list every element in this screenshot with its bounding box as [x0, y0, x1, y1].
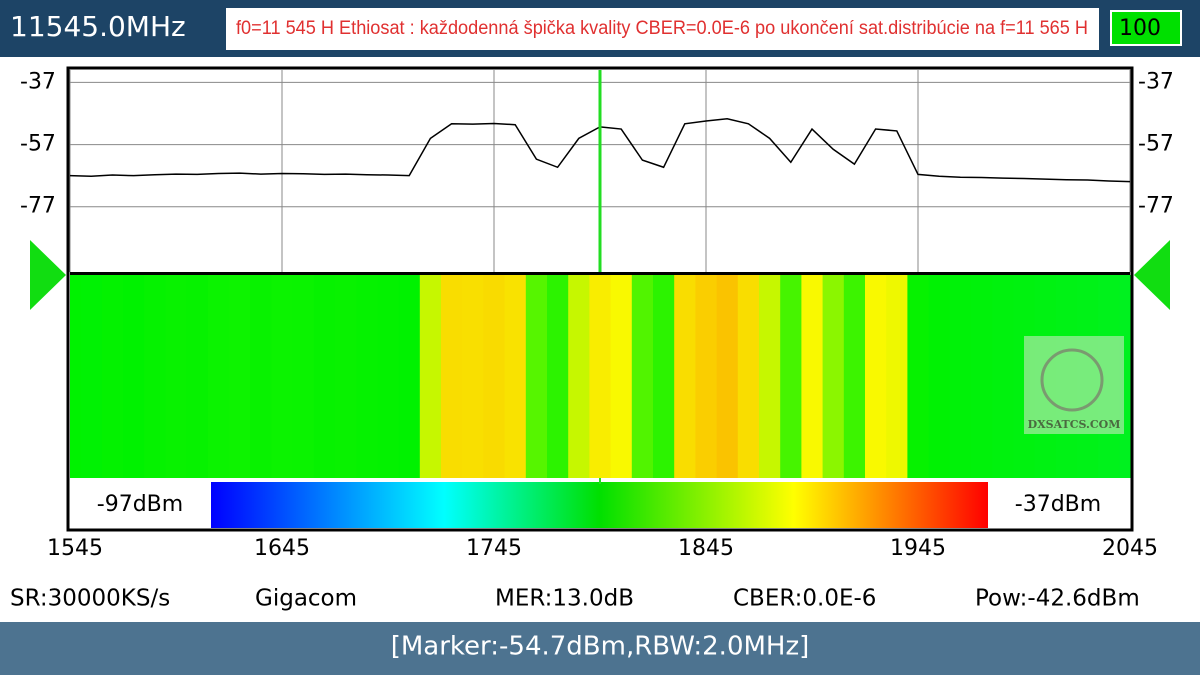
waterfall-stripe — [165, 275, 188, 478]
waterfall-stripe — [186, 275, 209, 478]
frequency: 11545.0MHz — [10, 10, 186, 43]
waterfall-stripe — [356, 275, 378, 478]
y-tick-label: -37 — [20, 69, 56, 94]
info-box — [226, 8, 1099, 50]
status-provider: Gigacom — [255, 586, 357, 612]
waterfall-stripe — [822, 275, 845, 478]
waterfall-stripe — [123, 275, 145, 478]
waterfall-stripe — [716, 275, 739, 478]
waterfall-stripe — [398, 275, 421, 478]
waterfall-stripe — [695, 275, 718, 478]
y-tick-label-right: -57 — [1138, 132, 1174, 157]
waterfall-stripe — [737, 275, 760, 478]
waterfall-stripe — [971, 275, 993, 478]
y-tick-label-right: -37 — [1138, 69, 1174, 94]
waterfall-stripe — [547, 275, 569, 478]
waterfall-stripe — [504, 275, 527, 478]
colorbar-min-label: -97dBm — [97, 492, 183, 517]
x-tick-label: 1845 — [678, 536, 734, 561]
waterfall-stripe — [653, 275, 675, 478]
waterfall-stripe — [949, 275, 972, 478]
waterfall-stripe — [250, 275, 272, 478]
waterfall-stripe — [313, 275, 336, 478]
waterfall-stripe — [441, 275, 463, 478]
waterfall-stripe — [801, 275, 824, 478]
logo-circle — [1040, 348, 1104, 412]
waterfall-stripe — [377, 275, 400, 478]
x-tick-label: 1545 — [47, 536, 103, 561]
right-marker-arrow — [1134, 240, 1170, 310]
battery — [1110, 10, 1182, 46]
waterfall-stripe — [780, 275, 802, 478]
footer-bar — [0, 622, 1200, 675]
logo-text: DXSATCS.COM — [1028, 418, 1121, 431]
waterfall-stripe — [101, 275, 124, 478]
waterfall — [70, 275, 1131, 478]
waterfall-stripe — [207, 275, 230, 478]
waterfall-stripe — [843, 275, 866, 478]
x-tick-label: 1645 — [254, 536, 310, 561]
y-tick-label-right: -77 — [1138, 194, 1174, 219]
colorbar-max-label: -37dBm — [1015, 492, 1101, 517]
waterfall-stripe — [70, 275, 82, 478]
status-mer: MER:13.0dB — [495, 586, 634, 612]
waterfall-stripe — [292, 275, 315, 478]
x-tick-label: 1945 — [890, 536, 946, 561]
waterfall-stripe — [631, 275, 654, 478]
x-tick-label: 2045 — [1102, 536, 1158, 561]
left-marker-arrow — [30, 240, 66, 310]
status-pow: Pow:-42.6dBm — [975, 586, 1140, 612]
waterfall-stripe — [525, 275, 548, 478]
waterfall-stripe — [674, 275, 696, 478]
y-tick-label: -57 — [20, 132, 56, 157]
x-tick-label: 1745 — [466, 536, 522, 561]
y-tick-label: -77 — [20, 194, 56, 219]
waterfall-stripe — [992, 275, 1014, 478]
waterfall-stripe — [80, 275, 103, 478]
waterfall-stripe — [335, 275, 357, 478]
waterfall-stripe — [865, 275, 887, 478]
waterfall-stripe — [419, 275, 442, 478]
waterfall-stripe — [886, 275, 908, 478]
logo-bg — [1024, 336, 1124, 434]
status-sr: SR:30000KS/s — [10, 586, 170, 612]
plot-frame — [66, 66, 1134, 532]
footer-text: [Marker:-54.7dBm,RBW:2.0MHz] — [391, 632, 810, 662]
waterfall-stripe — [589, 275, 612, 478]
waterfall-stripe — [483, 275, 506, 478]
waterfall-stripe — [610, 275, 633, 478]
status-cber: CBER:0.0E-6 — [733, 586, 876, 612]
waterfall-stripe — [144, 275, 166, 478]
waterfall-stripe — [1119, 275, 1131, 478]
info-text: f0=11 545 H Ethiosat : každodenná špička… — [236, 18, 1088, 39]
waterfall-stripe — [907, 275, 930, 478]
battery-level: 100 — [1119, 16, 1161, 41]
waterfall-stripe — [759, 275, 781, 478]
waterfall-stripe — [462, 275, 484, 478]
waterfall-stripe — [928, 275, 951, 478]
colorbar — [211, 482, 988, 528]
logo: DXSATCS.COM — [1024, 336, 1124, 434]
waterfall-stripe — [229, 275, 251, 478]
waterfall-stripe — [568, 275, 590, 478]
waterfall-stripe — [271, 275, 294, 478]
